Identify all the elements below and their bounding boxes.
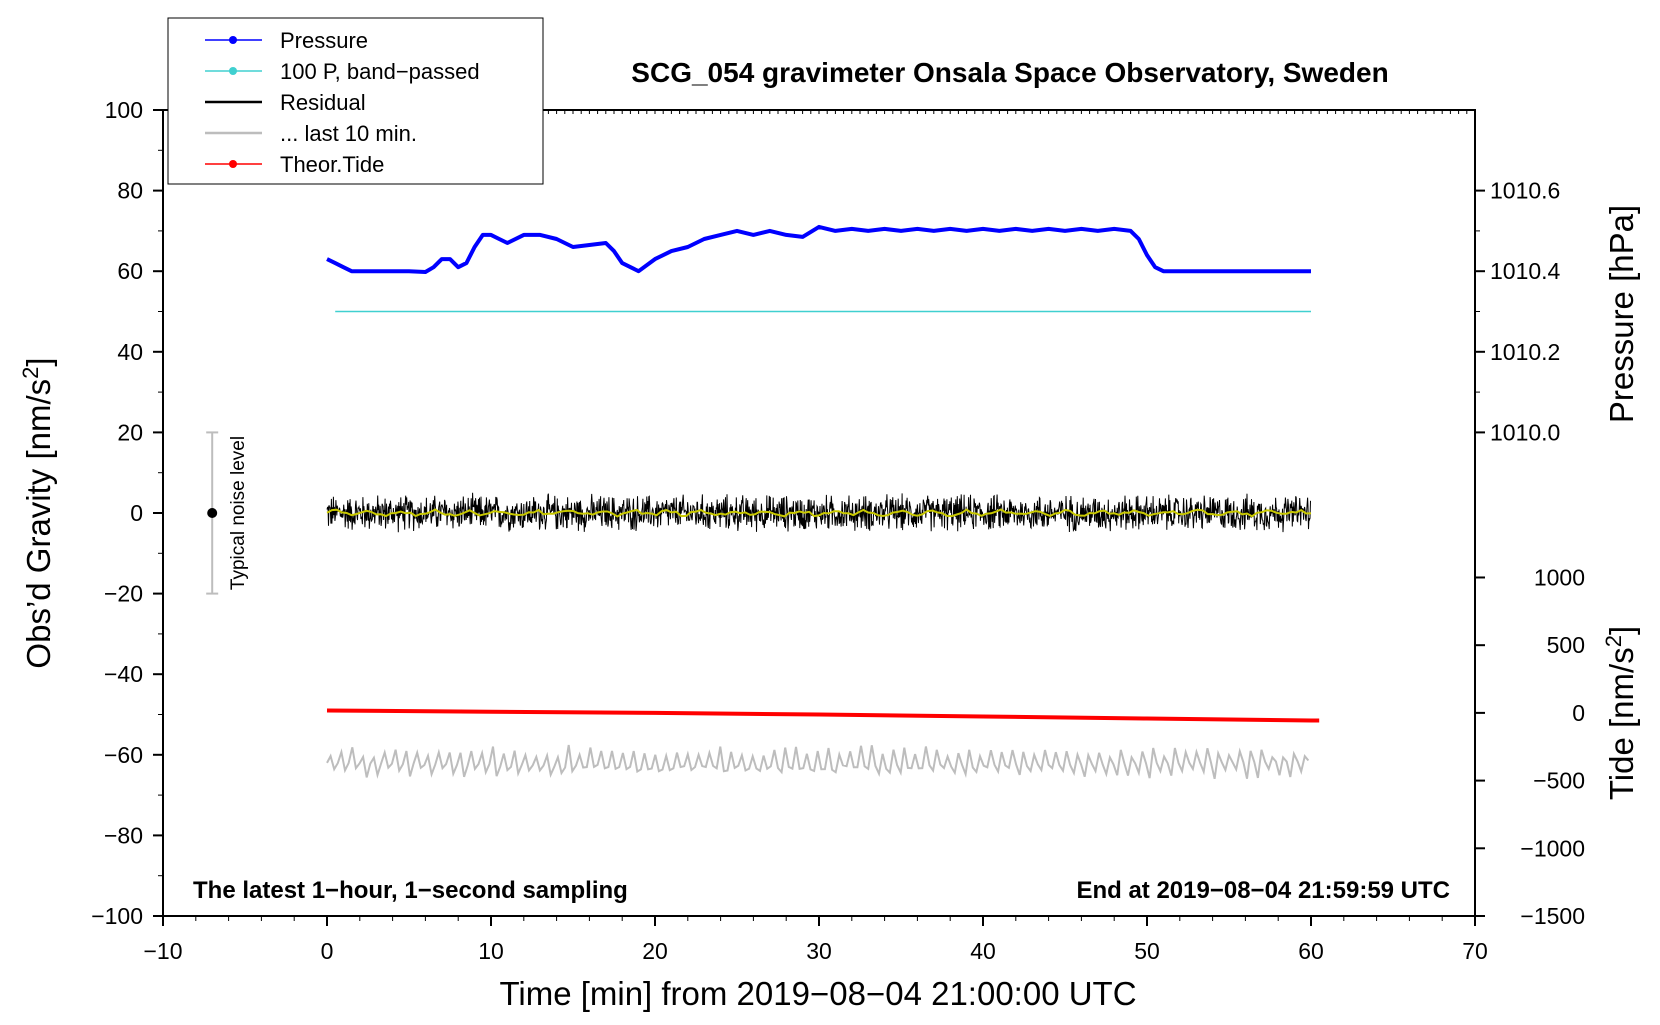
chart-title: SCG_054 gravimeter Onsala Space Observat… bbox=[631, 57, 1388, 88]
x-tick-label: 70 bbox=[1462, 938, 1488, 964]
x-tick-label: 40 bbox=[970, 938, 996, 964]
y-axis-title-tide-sup: 2 bbox=[1601, 635, 1626, 647]
legend-label: Pressure bbox=[280, 28, 368, 53]
y-tick-label: 40 bbox=[117, 339, 143, 365]
noise-center-dot bbox=[207, 508, 218, 518]
residual-line bbox=[326, 492, 1311, 533]
y-axis-title-tide-text: Tide [nm/s bbox=[1603, 647, 1640, 800]
y-axis-title-left-text: Obs’d Gravity [nm/s bbox=[20, 379, 57, 669]
y-axis-title-tide-end: ] bbox=[1603, 626, 1640, 635]
legend-swatch-marker bbox=[229, 67, 237, 75]
y-tick-label: 20 bbox=[117, 419, 143, 445]
tide-tick-label: −1500 bbox=[1520, 903, 1585, 929]
x-tick-label: −10 bbox=[143, 938, 182, 964]
y-axis-title-left: Obs’d Gravity [nm/s2] bbox=[18, 357, 57, 668]
x-axis-title: Time [min] from 2019−08−04 21:00:00 UTC bbox=[499, 975, 1136, 1012]
subtitle-right: End at 2019−08−04 21:59:59 UTC bbox=[1076, 877, 1450, 904]
x-tick-label: 0 bbox=[321, 938, 334, 964]
residual-smoothed-line bbox=[326, 508, 1312, 518]
legend-entries: Pressure 100 P, band−passed Residual ... la… bbox=[205, 28, 480, 177]
legend-label: Theor.Tide bbox=[280, 152, 384, 177]
y-tick-label: 60 bbox=[117, 258, 143, 284]
pressure-tick-label: 1010.4 bbox=[1490, 258, 1561, 284]
x-tick-label: 50 bbox=[1134, 938, 1160, 964]
tide-tick-label: 500 bbox=[1547, 632, 1585, 658]
y-tick-label: −20 bbox=[104, 581, 143, 607]
noise-indicator: Typical noise level bbox=[206, 431, 249, 595]
y-axis-title-left-sup: 2 bbox=[18, 367, 43, 379]
legend-label: 100 P, band−passed bbox=[280, 59, 480, 84]
tide-tick-label: −1000 bbox=[1520, 835, 1585, 861]
y-tick-label: −100 bbox=[91, 903, 143, 929]
y-axis-pressure: 1010.0 1010.2 1010.4 1010.6 bbox=[1475, 178, 1561, 445]
x-tick-label: 30 bbox=[806, 938, 832, 964]
tide-tick-label: 0 bbox=[1572, 700, 1585, 726]
pressure-tick-label: 1010.0 bbox=[1490, 419, 1560, 445]
legend-swatch-marker bbox=[229, 160, 237, 168]
y-axis-left: −100 −80 −60 −40 −20 0 20 40 60 80 100 bbox=[91, 97, 163, 929]
pressure-line bbox=[326, 224, 1311, 274]
pressure-tick-label: 1010.2 bbox=[1490, 339, 1560, 365]
legend-label: ... last 10 min. bbox=[280, 121, 417, 146]
tide-tick-label: 1000 bbox=[1534, 564, 1585, 590]
y-tick-label: 80 bbox=[117, 178, 143, 204]
y-axis-title-pressure: Pressure [hPa] bbox=[1603, 205, 1640, 423]
y-tick-label: 100 bbox=[105, 97, 143, 123]
last-10-min-line bbox=[326, 744, 1310, 780]
tide-line bbox=[326, 708, 1320, 723]
pressure-tick-label: 1010.6 bbox=[1490, 178, 1560, 204]
legend: Pressure 100 P, band−passed Residual ... la… bbox=[167, 17, 544, 185]
noise-label: Typical noise level bbox=[228, 436, 249, 590]
x-tick-label: 60 bbox=[1298, 938, 1324, 964]
y-axis-title-left-end: ] bbox=[20, 357, 57, 366]
y-axis-tide: −1500 −1000 −500 0 500 1000 bbox=[1475, 564, 1585, 929]
y-tick-label: 0 bbox=[130, 500, 143, 526]
y-tick-label: −40 bbox=[104, 661, 143, 687]
y-tick-label: −80 bbox=[104, 822, 143, 848]
legend-swatch-marker bbox=[229, 36, 237, 44]
subtitle-left: The latest 1−hour, 1−second sampling bbox=[193, 877, 628, 904]
series-layer bbox=[326, 224, 1320, 780]
y-tick-label: −60 bbox=[104, 742, 143, 768]
x-axis: −10 0 10 20 30 40 50 60 70 bbox=[143, 916, 1488, 964]
x-tick-label: 10 bbox=[478, 938, 504, 964]
legend-label: Residual bbox=[280, 90, 366, 115]
x-tick-label: 20 bbox=[642, 938, 668, 964]
y-axis-title-tide: Tide [nm/s2] bbox=[1601, 626, 1640, 800]
tide-tick-label: −500 bbox=[1533, 768, 1585, 794]
